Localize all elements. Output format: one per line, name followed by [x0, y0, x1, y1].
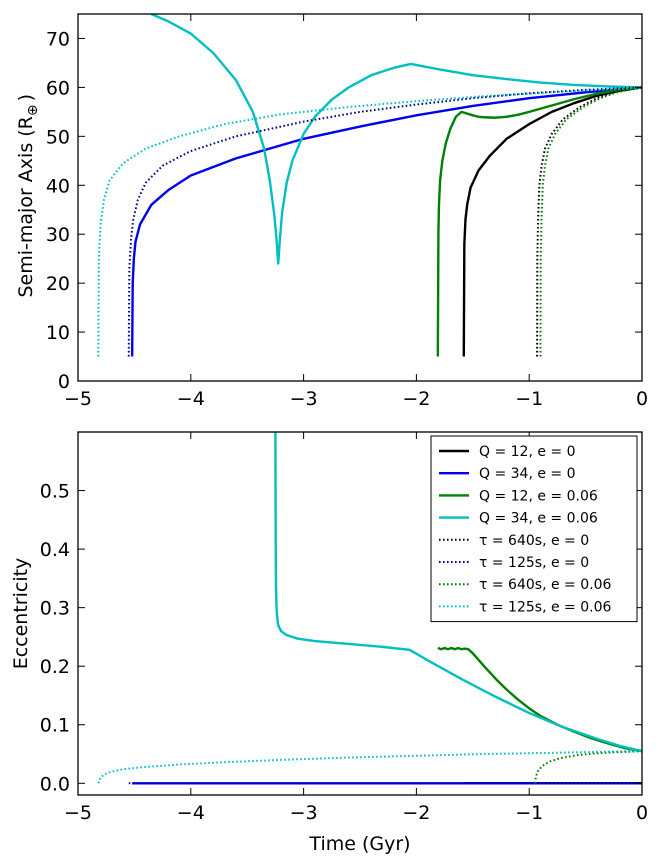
- series-line-0-6: [539, 86, 642, 357]
- y-tick-label: 0.2: [40, 656, 70, 678]
- eccentricity-series-group: [97, 432, 642, 785]
- series-line-0-4: [536, 86, 642, 357]
- legend-label: Q = 12, e = 0: [479, 444, 576, 460]
- y-tick-label: 70: [46, 28, 70, 50]
- y-tick-label: 40: [46, 175, 70, 197]
- series-line-1-7: [97, 750, 642, 784]
- y-tick-label: 0.5: [40, 481, 70, 503]
- x-tick-label: −1: [515, 802, 543, 824]
- series-line-1-3: [274, 432, 642, 753]
- eccentricity-ylabel: Eccentricity: [10, 558, 32, 670]
- x-tick-label: −5: [64, 802, 92, 824]
- y-tick-label: 50: [46, 126, 70, 148]
- series-line-0-7: [97, 86, 642, 357]
- series-line-0-2: [436, 86, 642, 357]
- y-tick-label: 0.0: [40, 773, 70, 795]
- x-tick-label: −4: [177, 388, 205, 410]
- legend-label: Q = 34, e = 0.06: [479, 511, 598, 527]
- semimajor-ylabel: Semi-major Axis (R⊕): [15, 94, 41, 298]
- y-tick-label: 0: [58, 371, 70, 393]
- legend-label: Q = 34, e = 0: [479, 466, 576, 482]
- semimajor-series-group: [97, 14, 642, 357]
- y-tick-label: 0.3: [40, 598, 70, 620]
- x-tick-label: −3: [290, 802, 318, 824]
- eccentricity-ticks: −5 −4 −3 −2 −1 0 0.0 0.1 0.2 0.3 0.4 0.5: [40, 432, 648, 824]
- x-tick-label: −2: [402, 802, 430, 824]
- series-line-0-1: [130, 86, 642, 357]
- series-line-0-5: [127, 86, 642, 357]
- y-tick-label: 60: [46, 77, 70, 99]
- time-xlabel: Time (Gyr): [308, 833, 410, 855]
- semimajor-plot-frame: [77, 13, 643, 382]
- x-tick-label: 0: [636, 388, 648, 410]
- legend-label: τ = 640s, e = 0: [479, 533, 589, 549]
- x-tick-label: 0: [636, 802, 648, 824]
- semimajor-ylabel-close: ): [15, 94, 37, 101]
- earth-symbol: ⊕: [25, 104, 41, 116]
- series-line-0-0: [462, 86, 642, 357]
- legend-label: τ = 125s, e = 0: [479, 555, 589, 571]
- y-tick-label: 0.4: [40, 539, 70, 561]
- x-tick-label: −1: [515, 388, 543, 410]
- legend-box: [430, 435, 638, 623]
- semimajor-ylabel-text: Semi-major Axis (R: [15, 116, 37, 297]
- y-tick-label: 20: [46, 273, 70, 295]
- legend-label: Q = 12, e = 0.06: [479, 488, 598, 504]
- eccentricity-plot-frame: [77, 431, 643, 796]
- eccentricity-panel: −5 −4 −3 −2 −1 0 0.0 0.1 0.2 0.3 0.4 0.5 Eccentrici…: [10, 431, 648, 855]
- y-tick-label: 30: [46, 224, 70, 246]
- legend-label: τ = 640s, e = 0.06: [479, 577, 611, 593]
- series-line-1-2: [437, 646, 642, 753]
- legend-label: τ = 125s, e = 0.06: [479, 599, 611, 615]
- x-tick-label: −2: [402, 388, 430, 410]
- legend: Q = 12, e = 0 Q = 34, e = 0 Q = 12, e = 0.…: [430, 435, 638, 623]
- x-tick-label: −3: [290, 388, 318, 410]
- x-tick-label: −4: [177, 802, 205, 824]
- x-tick-label: −5: [64, 388, 92, 410]
- series-line-0-3: [150, 14, 642, 265]
- semimajor-axis-panel: −5 −4 −3 −2 −1 0 0 10 20 30 40 50 60 70 Semi-major Ax…: [15, 13, 648, 410]
- y-tick-label: 10: [46, 322, 70, 344]
- y-tick-label: 0.1: [40, 715, 70, 737]
- series-line-1-6: [533, 750, 642, 784]
- semimajor-ticks: −5 −4 −3 −2 −1 0 0 10 20 30 40 50 60 70: [46, 14, 648, 410]
